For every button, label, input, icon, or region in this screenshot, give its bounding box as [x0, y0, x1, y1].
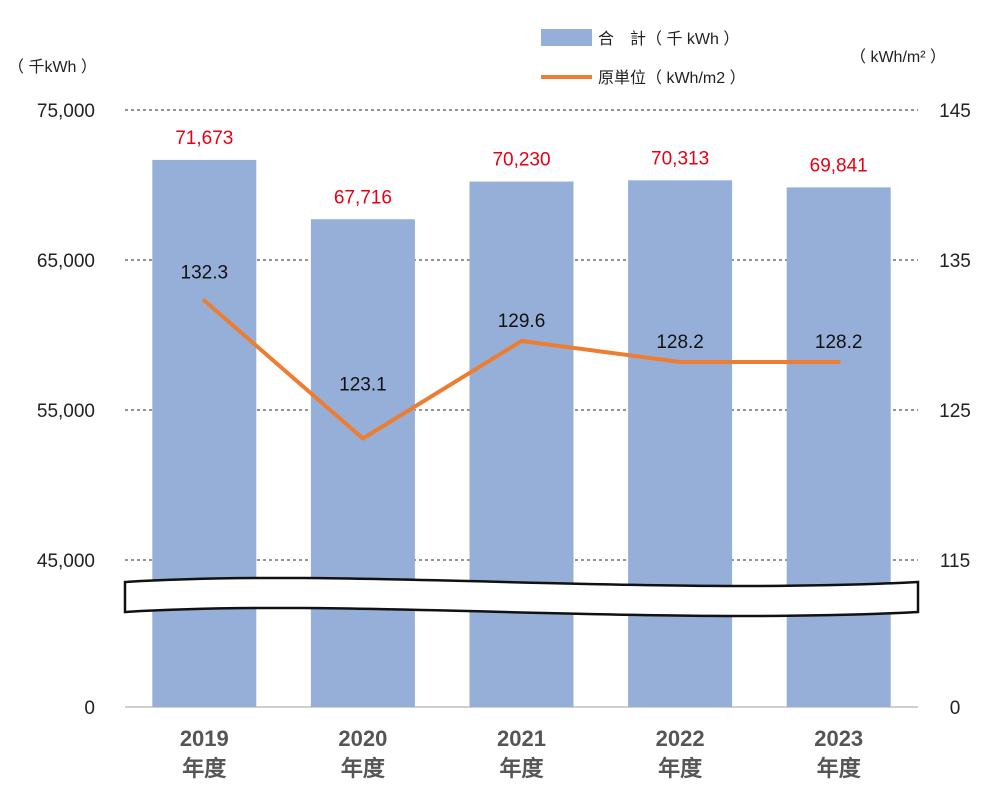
left-axis-unit: （ 千kWh ） — [8, 58, 97, 76]
line-value-label: 132.3 — [181, 263, 229, 284]
category-label: 2020 年度 — [338, 726, 387, 781]
left-tick-label: 45,000 — [37, 551, 95, 572]
line-series — [202, 298, 841, 441]
line-value-label: 129.6 — [498, 311, 546, 332]
axis-break-band — [123, 576, 920, 618]
line-value-label: 123.1 — [339, 375, 387, 396]
right-tick-label: 125 — [939, 401, 971, 422]
left-tick-label: 65,000 — [37, 251, 95, 272]
right-tick-label: 135 — [939, 251, 971, 272]
category-label: 2023 年度 — [814, 726, 863, 781]
category-labels: 2019 年度 2020 年度 2021 年度 2022 年度 2023 年度 — [180, 726, 863, 781]
right-tick-label: 115 — [940, 551, 970, 572]
tick-labels: 0 45,000 55,000 65,000 75,000 0 115 125 135 145 — [37, 101, 971, 719]
bar-value-labels: 71,673 67,716 70,230 70,313 69,841 — [175, 128, 868, 208]
bar-value-label: 69,841 — [810, 155, 868, 176]
bar — [469, 181, 574, 708]
line-point — [202, 298, 207, 303]
bar — [628, 180, 733, 707]
bar-value-label: 71,673 — [175, 128, 233, 149]
right-tick-label: 0 — [950, 698, 961, 719]
bar — [310, 219, 415, 707]
category-label: 2022 年度 — [656, 726, 705, 781]
left-tick-label: 0 — [84, 698, 95, 719]
bar-value-label: 67,716 — [334, 187, 392, 208]
bar-value-label: 70,313 — [651, 148, 709, 169]
legend-bar-label: 合 計（ 千 kWh ） — [598, 30, 739, 48]
left-tick-label: 55,000 — [37, 401, 95, 422]
line-point — [360, 436, 365, 441]
category-label: 2019 年度 — [180, 726, 229, 781]
bar — [786, 187, 891, 707]
legend-bar-swatch — [541, 29, 592, 46]
line-point — [519, 339, 524, 343]
right-tick-label: 145 — [939, 101, 971, 122]
line-point — [836, 360, 841, 364]
bar-series — [152, 159, 891, 708]
category-label: 2021 年度 — [497, 726, 546, 781]
right-axis-unit: （ kWh/m² ） — [850, 48, 946, 66]
left-tick-label: 75,000 — [37, 101, 95, 122]
legend: 合 計（ 千 kWh ） 原単位（ kWh/m2 ） — [541, 29, 746, 87]
line-value-label: 128.2 — [815, 332, 863, 353]
legend-line-label: 原単位（ kWh/m2 ） — [598, 69, 746, 87]
line-value-label: 128.2 — [656, 332, 704, 353]
bar — [152, 159, 257, 707]
line-point — [678, 360, 683, 364]
line-value-labels: 132.3 123.1 129.6 128.2 128.2 — [181, 263, 863, 396]
bar-value-label: 70,230 — [492, 150, 550, 171]
